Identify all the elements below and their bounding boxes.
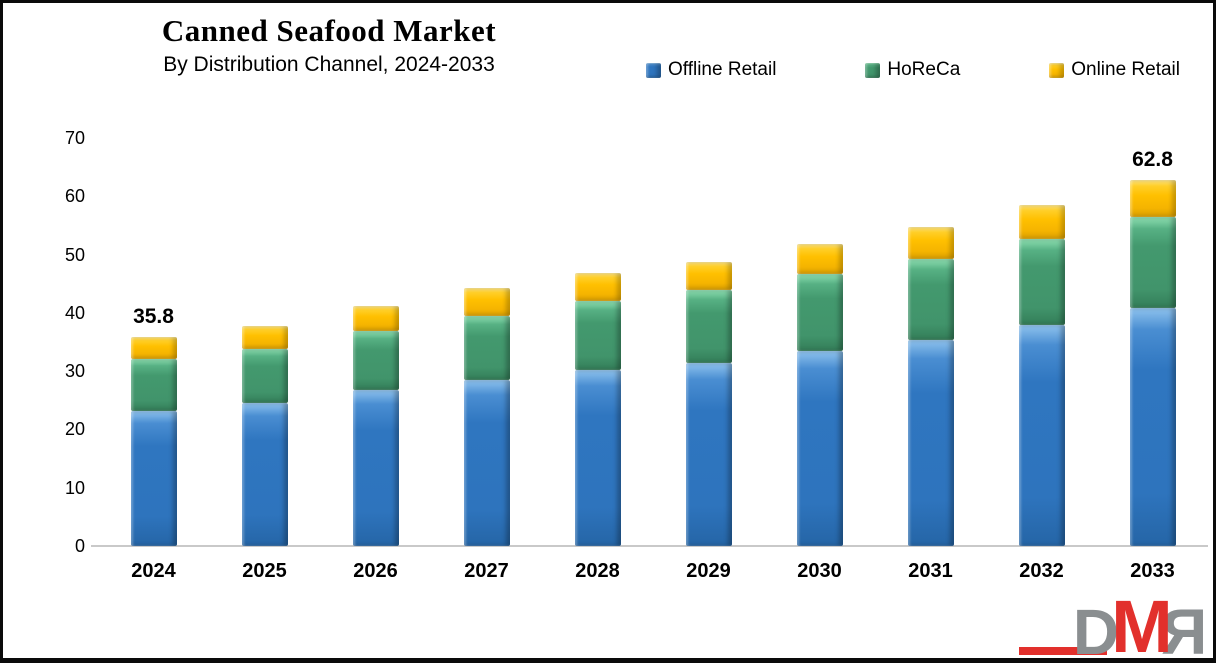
y-axis-label-20: 20 bbox=[64, 419, 85, 440]
online-retail-swatch-icon bbox=[1049, 62, 1065, 78]
bar-2024-online-retail bbox=[130, 337, 177, 359]
bar-2027 bbox=[463, 288, 510, 546]
bar-2031 bbox=[907, 226, 954, 546]
bar-2025-online-retail bbox=[241, 326, 288, 350]
logo-letter-m: M bbox=[1111, 585, 1173, 663]
title-block: Canned Seafood Market By Distribution Ch… bbox=[95, 13, 563, 77]
bar-2024 bbox=[130, 337, 177, 546]
y-axis-label-10: 10 bbox=[64, 477, 85, 498]
bar-2024-offline-retail bbox=[130, 410, 177, 546]
bar-2030-horeca bbox=[796, 274, 843, 351]
bar-2030-online-retail bbox=[796, 244, 843, 275]
bar-slot-2032: 2032 bbox=[986, 138, 1097, 582]
y-axis-label-40: 40 bbox=[64, 302, 85, 323]
bar-2025-horeca bbox=[241, 349, 288, 404]
chart-title: Canned Seafood Market bbox=[161, 13, 497, 48]
bar-slot-2030: 2030 bbox=[764, 138, 875, 582]
legend-item-online-retail: Online Retail bbox=[1049, 59, 1180, 81]
x-axis-label-2033: 2033 bbox=[1130, 560, 1175, 582]
bar-2031-horeca bbox=[907, 259, 954, 340]
bar-2026-offline-retail bbox=[352, 390, 399, 546]
logo-letter-d: D bbox=[1072, 595, 1119, 663]
bar-2033-offline-retail bbox=[1129, 308, 1176, 546]
x-axis-line bbox=[91, 545, 1208, 547]
bar-2028-online-retail bbox=[574, 273, 621, 302]
x-axis-label-2028: 2028 bbox=[575, 560, 620, 582]
bar-2029 bbox=[685, 261, 732, 546]
bar-2026 bbox=[352, 306, 399, 546]
data-label-2033: 62.8 bbox=[1132, 147, 1173, 171]
bar-slot-2031: 2031 bbox=[875, 138, 986, 582]
bar-slot-2026: 2026 bbox=[320, 138, 431, 582]
y-axis-label-30: 30 bbox=[64, 361, 85, 382]
bar-2028 bbox=[574, 273, 621, 546]
y-axis-label-0: 0 bbox=[74, 536, 85, 556]
x-axis-label-2025: 2025 bbox=[242, 560, 287, 582]
bar-2029-online-retail bbox=[685, 261, 732, 291]
bar-2029-horeca bbox=[685, 290, 732, 363]
x-axis-label-2024: 2024 bbox=[131, 560, 176, 582]
y-axis-label-60: 60 bbox=[64, 186, 85, 207]
bar-2026-horeca bbox=[352, 330, 399, 391]
bar-2025-offline-retail bbox=[241, 403, 288, 546]
legend-label: Online Retail bbox=[1071, 59, 1180, 80]
legend-item-offline-retail: Offline Retail bbox=[646, 59, 776, 81]
bar-2032-horeca bbox=[1018, 239, 1065, 325]
data-label-2024: 35.8 bbox=[133, 305, 174, 329]
x-axis-label-2032: 2032 bbox=[1019, 560, 1064, 582]
bar-2028-horeca bbox=[574, 301, 621, 370]
horeca-swatch-icon bbox=[865, 62, 881, 78]
chart-subtitle: By Distribution Channel, 2024-2033 bbox=[163, 52, 495, 76]
bar-slot-2028: 2028 bbox=[542, 138, 653, 582]
bar-2029-offline-retail bbox=[685, 363, 732, 546]
legend: Offline Retail HoReCa Online Retail bbox=[646, 59, 1180, 81]
logo-red-bar bbox=[1019, 647, 1107, 655]
x-axis-label-2026: 2026 bbox=[353, 560, 398, 582]
bar-2031-offline-retail bbox=[907, 339, 954, 546]
y-axis-label-50: 50 bbox=[64, 244, 85, 265]
bar-2027-horeca bbox=[463, 315, 510, 380]
bar-2024-horeca bbox=[130, 358, 177, 411]
y-axis-label-70: 70 bbox=[64, 128, 85, 148]
bar-2033-online-retail bbox=[1129, 180, 1176, 217]
x-axis-label-2027: 2027 bbox=[464, 560, 509, 582]
logo-letter-r-mirrored: R bbox=[1164, 595, 1207, 663]
bar-2030 bbox=[796, 244, 843, 546]
bar-2027-offline-retail bbox=[463, 379, 510, 546]
bar-slot-2025: 2025 bbox=[209, 138, 320, 582]
bar-2027-online-retail bbox=[463, 288, 510, 316]
bar-2032-offline-retail bbox=[1018, 324, 1065, 546]
legend-label: HoReCa bbox=[887, 59, 961, 80]
bar-2033 bbox=[1129, 180, 1176, 546]
legend-label: Offline Retail bbox=[668, 59, 777, 80]
x-axis-label-2029: 2029 bbox=[686, 560, 731, 582]
bar-slot-2027: 2027 bbox=[431, 138, 542, 582]
bar-2026-online-retail bbox=[352, 306, 399, 331]
bar-2032-online-retail bbox=[1018, 205, 1065, 240]
bar-2031-online-retail bbox=[907, 226, 954, 260]
plot-area: 35.8 2024 2025 2026 2027 2028 2029 2030 2031 2032… bbox=[98, 138, 1208, 582]
bar-2032 bbox=[1018, 205, 1065, 546]
legend-item-horeca: HoReCa bbox=[865, 59, 960, 81]
bar-slot-2029: 2029 bbox=[653, 138, 764, 582]
bar-2025 bbox=[241, 326, 288, 546]
x-axis-label-2030: 2030 bbox=[797, 560, 842, 582]
bar-slot-2024: 35.8 2024 bbox=[98, 138, 209, 582]
bar-2033-horeca bbox=[1129, 216, 1176, 309]
bar-2030-offline-retail bbox=[796, 350, 843, 546]
x-axis-label-2031: 2031 bbox=[908, 560, 953, 582]
bar-slot-2033: 62.8 2033 bbox=[1097, 138, 1208, 582]
offline-retail-swatch-icon bbox=[646, 62, 661, 78]
bar-2028-offline-retail bbox=[574, 370, 621, 546]
